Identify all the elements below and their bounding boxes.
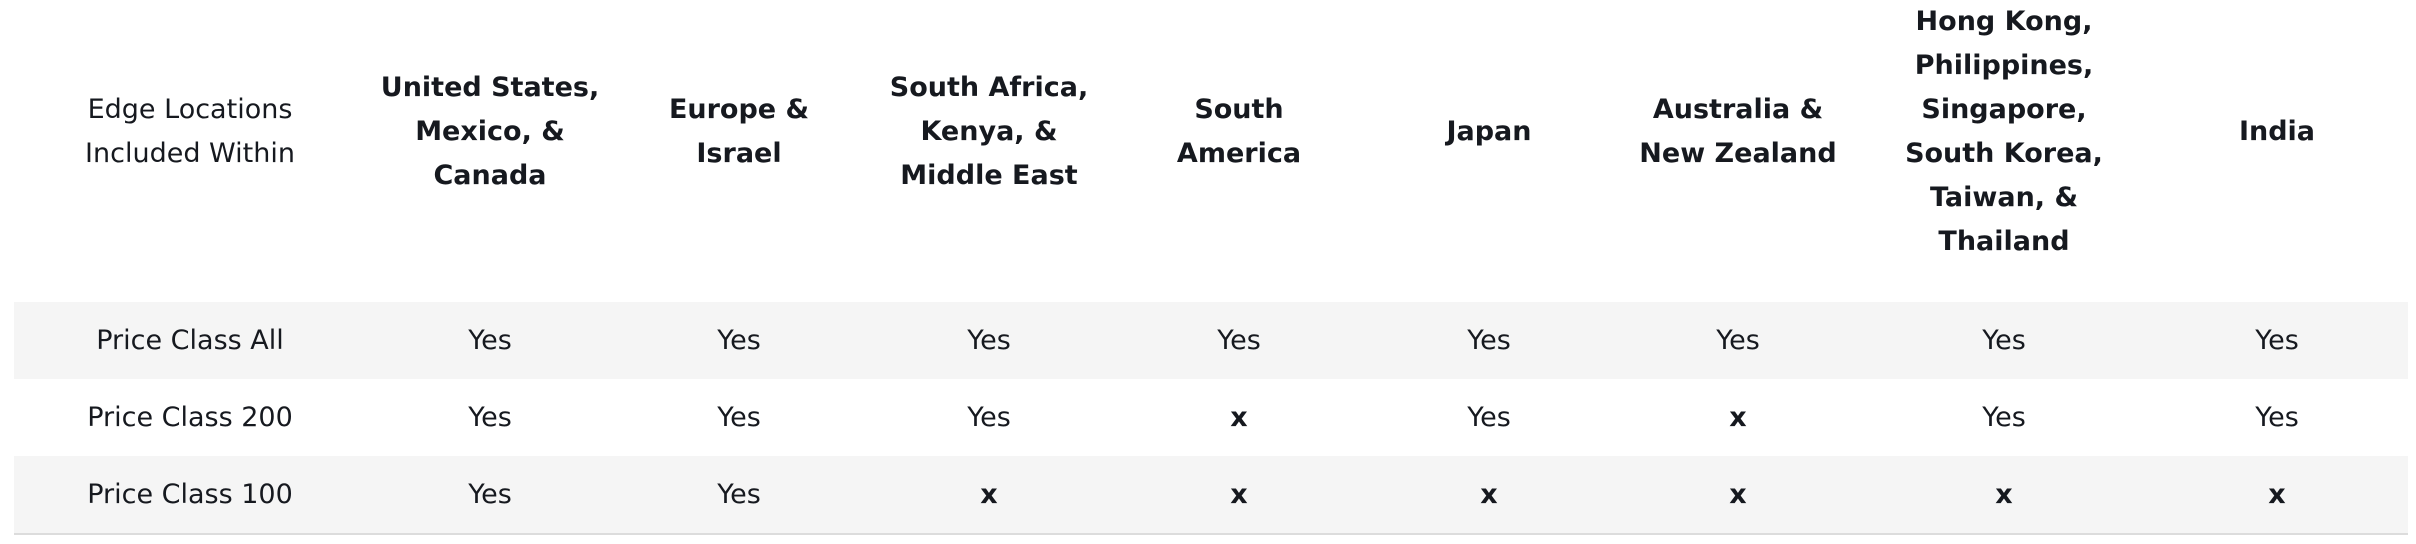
table-cell: Yes (2146, 302, 2408, 379)
table-cell: Yes (614, 456, 864, 535)
table-row-price-class-200: Price Class 200 Yes Yes Yes x Yes x Yes … (14, 379, 2408, 456)
table-cell: x (1729, 402, 1747, 433)
table-cell: Yes (1982, 402, 2026, 433)
table-cell: x (864, 456, 1114, 535)
header-us-mexico-canada: United States, Mexico, & Canada (380, 72, 600, 191)
table-cell: Yes (717, 402, 761, 433)
row-label: Price Class 200 (87, 402, 293, 433)
price-class-table: Edge Locations Included Within United St… (14, 0, 2408, 535)
table-row-price-class-all: Price Class All Yes Yes Yes Yes Yes Yes … (14, 302, 2408, 379)
table-cell: x (1230, 402, 1248, 433)
row-label: Price Class All (14, 302, 366, 379)
table-cell: Yes (366, 302, 614, 379)
table-cell: x (2146, 456, 2408, 535)
table-row-price-class-100: Price Class 100 Yes Yes x x x x x x (14, 456, 2408, 535)
header-india: India (2238, 116, 2316, 147)
header-japan: Japan (1446, 116, 1532, 147)
price-class-table-container: Edge Locations Included Within United St… (14, 0, 2408, 535)
header-asia-pacific: Hong Kong, Philippines, Singapore, South… (1905, 6, 2103, 257)
table-cell: Yes (1467, 402, 1511, 433)
table-cell: x (1862, 456, 2146, 535)
header-europe-israel: Europe & Israel (668, 94, 810, 169)
table-cell: x (1364, 456, 1614, 535)
header-edge-locations: Edge Locations Included Within (85, 94, 295, 169)
table-cell: Yes (468, 402, 512, 433)
table-cell: Yes (1114, 302, 1364, 379)
table-cell: Yes (967, 402, 1011, 433)
row-label: Price Class 100 (14, 456, 366, 535)
table-cell: Yes (2255, 402, 2299, 433)
table-cell: Yes (366, 456, 614, 535)
header-south-africa-kenya-middle-east: South Africa, Kenya, & Middle East (889, 72, 1089, 191)
table-cell: Yes (1614, 302, 1862, 379)
table-cell: Yes (864, 302, 1114, 379)
table-cell: Yes (1364, 302, 1614, 379)
table-cell: Yes (614, 302, 864, 379)
table-cell: x (1614, 456, 1862, 535)
table-cell: x (1114, 456, 1364, 535)
header-row: Edge Locations Included Within United St… (14, 0, 2408, 302)
header-australia-new-zealand: Australia & New Zealand (1639, 94, 1837, 169)
header-south-america: South America (1176, 94, 1302, 169)
table-cell: Yes (1862, 302, 2146, 379)
